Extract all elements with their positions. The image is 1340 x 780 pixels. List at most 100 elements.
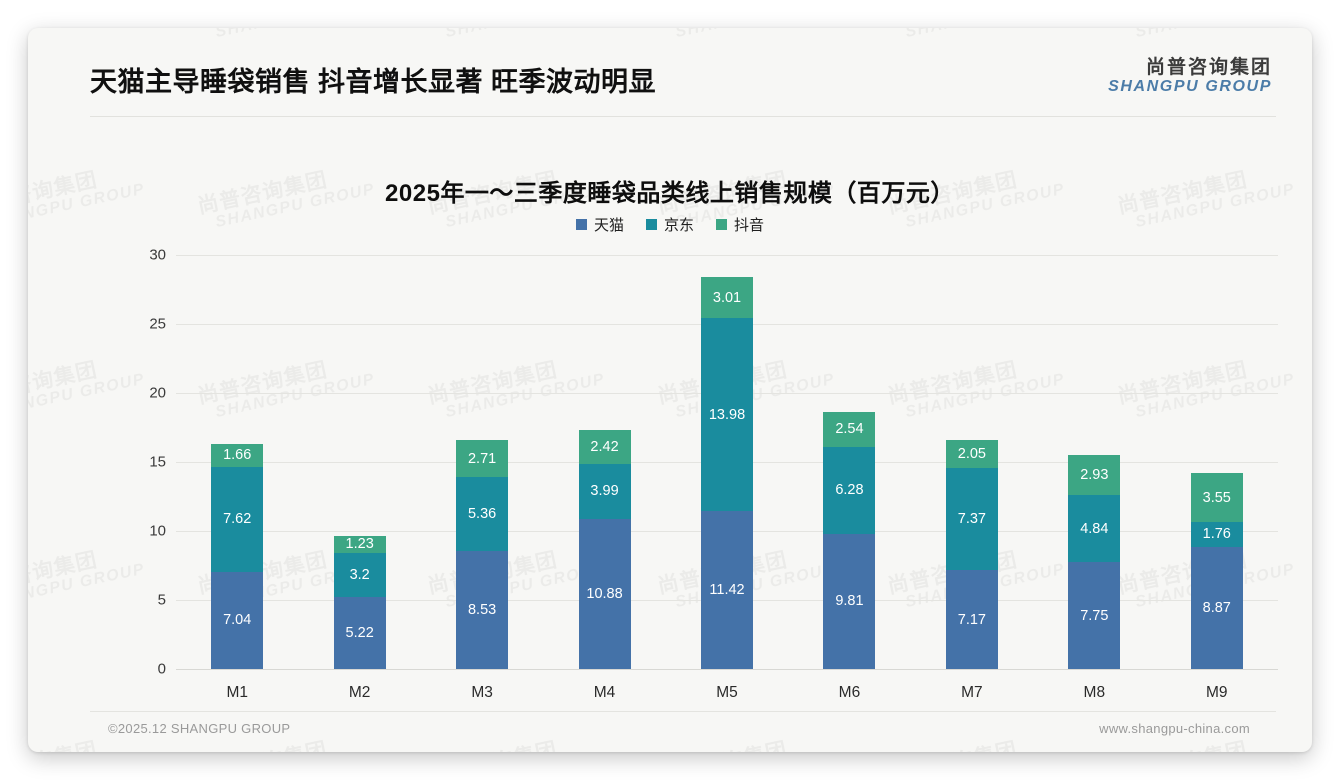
bar-value-label: 1.66 xyxy=(223,447,252,464)
bar-segment-抖音[interactable]: 2.05 xyxy=(945,440,998,469)
bar-segment-天猫[interactable]: 8.87 xyxy=(1190,546,1243,669)
bar-value-label: 9.81 xyxy=(835,593,864,610)
x-axis-tick: M3 xyxy=(471,684,493,701)
legend-label: 抖音 xyxy=(734,217,765,234)
bar-segment-抖音[interactable]: 3.01 xyxy=(701,276,753,319)
bar-segment-天猫[interactable]: 9.81 xyxy=(823,533,876,669)
bar-stack: 1.66 7.62 7.04 xyxy=(211,443,264,669)
bar-stack: 2.05 7.37 7.17 xyxy=(945,440,998,669)
bar-segment-京东[interactable]: 1.76 xyxy=(1190,522,1243,547)
legend-item-抖音[interactable]: 抖音 xyxy=(716,214,764,235)
bar-value-label: 7.04 xyxy=(223,612,252,629)
bar-value-label: 7.75 xyxy=(1080,607,1109,624)
bar-stack: 2.54 6.28 9.81 xyxy=(823,411,876,669)
x-axis-tick: M6 xyxy=(838,684,861,701)
bar-segment-抖音[interactable]: 3.55 xyxy=(1190,473,1243,523)
y-axis-tick: 20 xyxy=(149,384,166,402)
bar-segment-京东[interactable]: 7.37 xyxy=(945,468,998,571)
bar-segment-抖音[interactable]: 2.54 xyxy=(823,411,876,447)
bar-segment-京东[interactable]: 13.98 xyxy=(701,318,753,512)
bar-segment-天猫[interactable]: 7.04 xyxy=(211,571,264,669)
x-axis-tick: M2 xyxy=(348,684,371,701)
bar-value-label: 2.71 xyxy=(467,450,497,467)
y-axis-tick: 0 xyxy=(157,660,166,678)
bar-value-label: 3.55 xyxy=(1202,489,1231,506)
page-title: 天猫主导睡袋销售 抖音增长显著 旺季波动明显 xyxy=(90,67,657,97)
legend-swatch-icon xyxy=(716,219,727,230)
bar-value-label: 6.28 xyxy=(835,482,864,499)
bar-segment-天猫[interactable]: 11.42 xyxy=(701,511,753,669)
legend-item-天猫[interactable]: 天猫 xyxy=(575,214,624,235)
legend-swatch-icon xyxy=(575,219,587,230)
bar-value-label: 3.01 xyxy=(712,289,742,306)
brand-logo-en: SHANGPU GROUP xyxy=(1108,78,1272,96)
x-axis-tick: M8 xyxy=(1083,684,1106,701)
chart-legend: 天猫 京东 抖音 xyxy=(28,214,1312,235)
bar-value-label: 11.42 xyxy=(709,582,745,599)
bar-segment-天猫[interactable]: 5.22 xyxy=(333,596,386,669)
bar-segment-京东[interactable]: 5.36 xyxy=(456,477,509,552)
legend-swatch-icon xyxy=(645,219,657,230)
bar-stack: 2.71 5.36 8.53 xyxy=(456,439,509,669)
y-axis-tick: 10 xyxy=(149,522,166,540)
x-axis-tick: M4 xyxy=(593,684,616,701)
legend-item-京东[interactable]: 京东 xyxy=(645,214,694,235)
legend-label: 京东 xyxy=(663,217,694,234)
bar-stack: 3.01 13.98 11.42 xyxy=(701,276,753,669)
bar-segment-抖音[interactable]: 1.66 xyxy=(211,443,264,467)
gridline xyxy=(176,669,1278,670)
bar-value-label: 8.87 xyxy=(1202,599,1231,616)
bar-segment-京东[interactable]: 6.28 xyxy=(823,446,876,534)
bar-segment-抖音[interactable]: 2.42 xyxy=(578,430,631,464)
bar-value-label: 10.88 xyxy=(586,585,623,602)
bar-value-label: 1.76 xyxy=(1202,526,1231,543)
x-axis-tick: M1 xyxy=(226,684,248,701)
chart-plot-area: 0 5 10 15 20 25 30 1.66 7.62 7.04 M1 1.23 3.2 5.22 M2 2… xyxy=(28,28,1312,752)
bar-value-label: 8.53 xyxy=(467,602,497,619)
bar-segment-京东[interactable]: 3.2 xyxy=(333,552,386,597)
brand-logo: 尚普咨询集团 SHANGPU GROUP xyxy=(1108,57,1272,96)
chart-title: 2025年一～三季度睡袋品类线上销售规模（百万元） xyxy=(385,180,955,207)
y-axis-tick: 15 xyxy=(149,453,166,471)
bar-segment-天猫[interactable]: 7.75 xyxy=(1068,562,1121,669)
slide-header: 天猫主导睡袋销售 抖音增长显著 旺季波动明显 尚普咨询集团 SHANGPU GR… xyxy=(28,28,1312,113)
bar-stack: 2.42 3.99 10.88 xyxy=(578,430,631,669)
bar-value-label: 2.05 xyxy=(957,446,986,463)
bar-segment-抖音[interactable]: 2.93 xyxy=(1068,454,1121,496)
bar-segment-天猫[interactable]: 8.53 xyxy=(456,551,509,669)
bar-value-label: 2.93 xyxy=(1080,467,1109,484)
x-axis-tick: M5 xyxy=(716,684,738,701)
x-axis-tick: M7 xyxy=(961,684,983,701)
bar-value-label: 2.54 xyxy=(835,421,864,438)
bar-stack: 2.93 4.84 7.75 xyxy=(1068,454,1121,669)
bar-stack: 3.55 1.76 8.87 xyxy=(1190,473,1243,669)
bar-value-label: 5.36 xyxy=(467,506,497,523)
bar-segment-抖音[interactable]: 2.71 xyxy=(456,439,509,478)
bar-value-label: 5.22 xyxy=(345,624,374,641)
bar-segment-天猫[interactable]: 7.17 xyxy=(945,570,998,669)
bar-value-label: 7.37 xyxy=(957,511,986,528)
bar-segment-京东[interactable]: 3.99 xyxy=(578,463,631,519)
footer-copyright: ©2025.12 SHANGPU GROUP xyxy=(108,721,291,736)
bar-segment-京东[interactable]: 7.62 xyxy=(211,466,264,572)
bar-value-label: 13.98 xyxy=(708,406,746,423)
bar-stack: 1.23 3.2 5.22 xyxy=(333,535,386,669)
x-axis-tick: M9 xyxy=(1205,684,1228,701)
footer-website[interactable]: www.shangpu-china.com xyxy=(1099,721,1250,736)
bar-value-label: 7.62 xyxy=(223,511,252,528)
brand-logo-cn: 尚普咨询集团 xyxy=(1145,57,1272,78)
bar-value-label: 4.84 xyxy=(1080,520,1109,537)
y-axis-tick: 5 xyxy=(157,591,166,609)
gridline xyxy=(176,255,1278,256)
bar-segment-天猫[interactable]: 10.88 xyxy=(578,518,631,669)
bar-value-label: 1.23 xyxy=(345,536,374,553)
bar-value-label: 2.42 xyxy=(590,439,619,456)
y-axis-tick: 30 xyxy=(149,246,166,264)
bar-segment-京东[interactable]: 4.84 xyxy=(1068,495,1121,563)
y-axis-tick: 25 xyxy=(149,315,166,333)
footer-divider xyxy=(90,711,1276,712)
bar-segment-抖音[interactable]: 1.23 xyxy=(333,535,386,553)
bar-value-label: 3.2 xyxy=(349,566,370,583)
bar-value-label: 3.99 xyxy=(590,483,619,500)
